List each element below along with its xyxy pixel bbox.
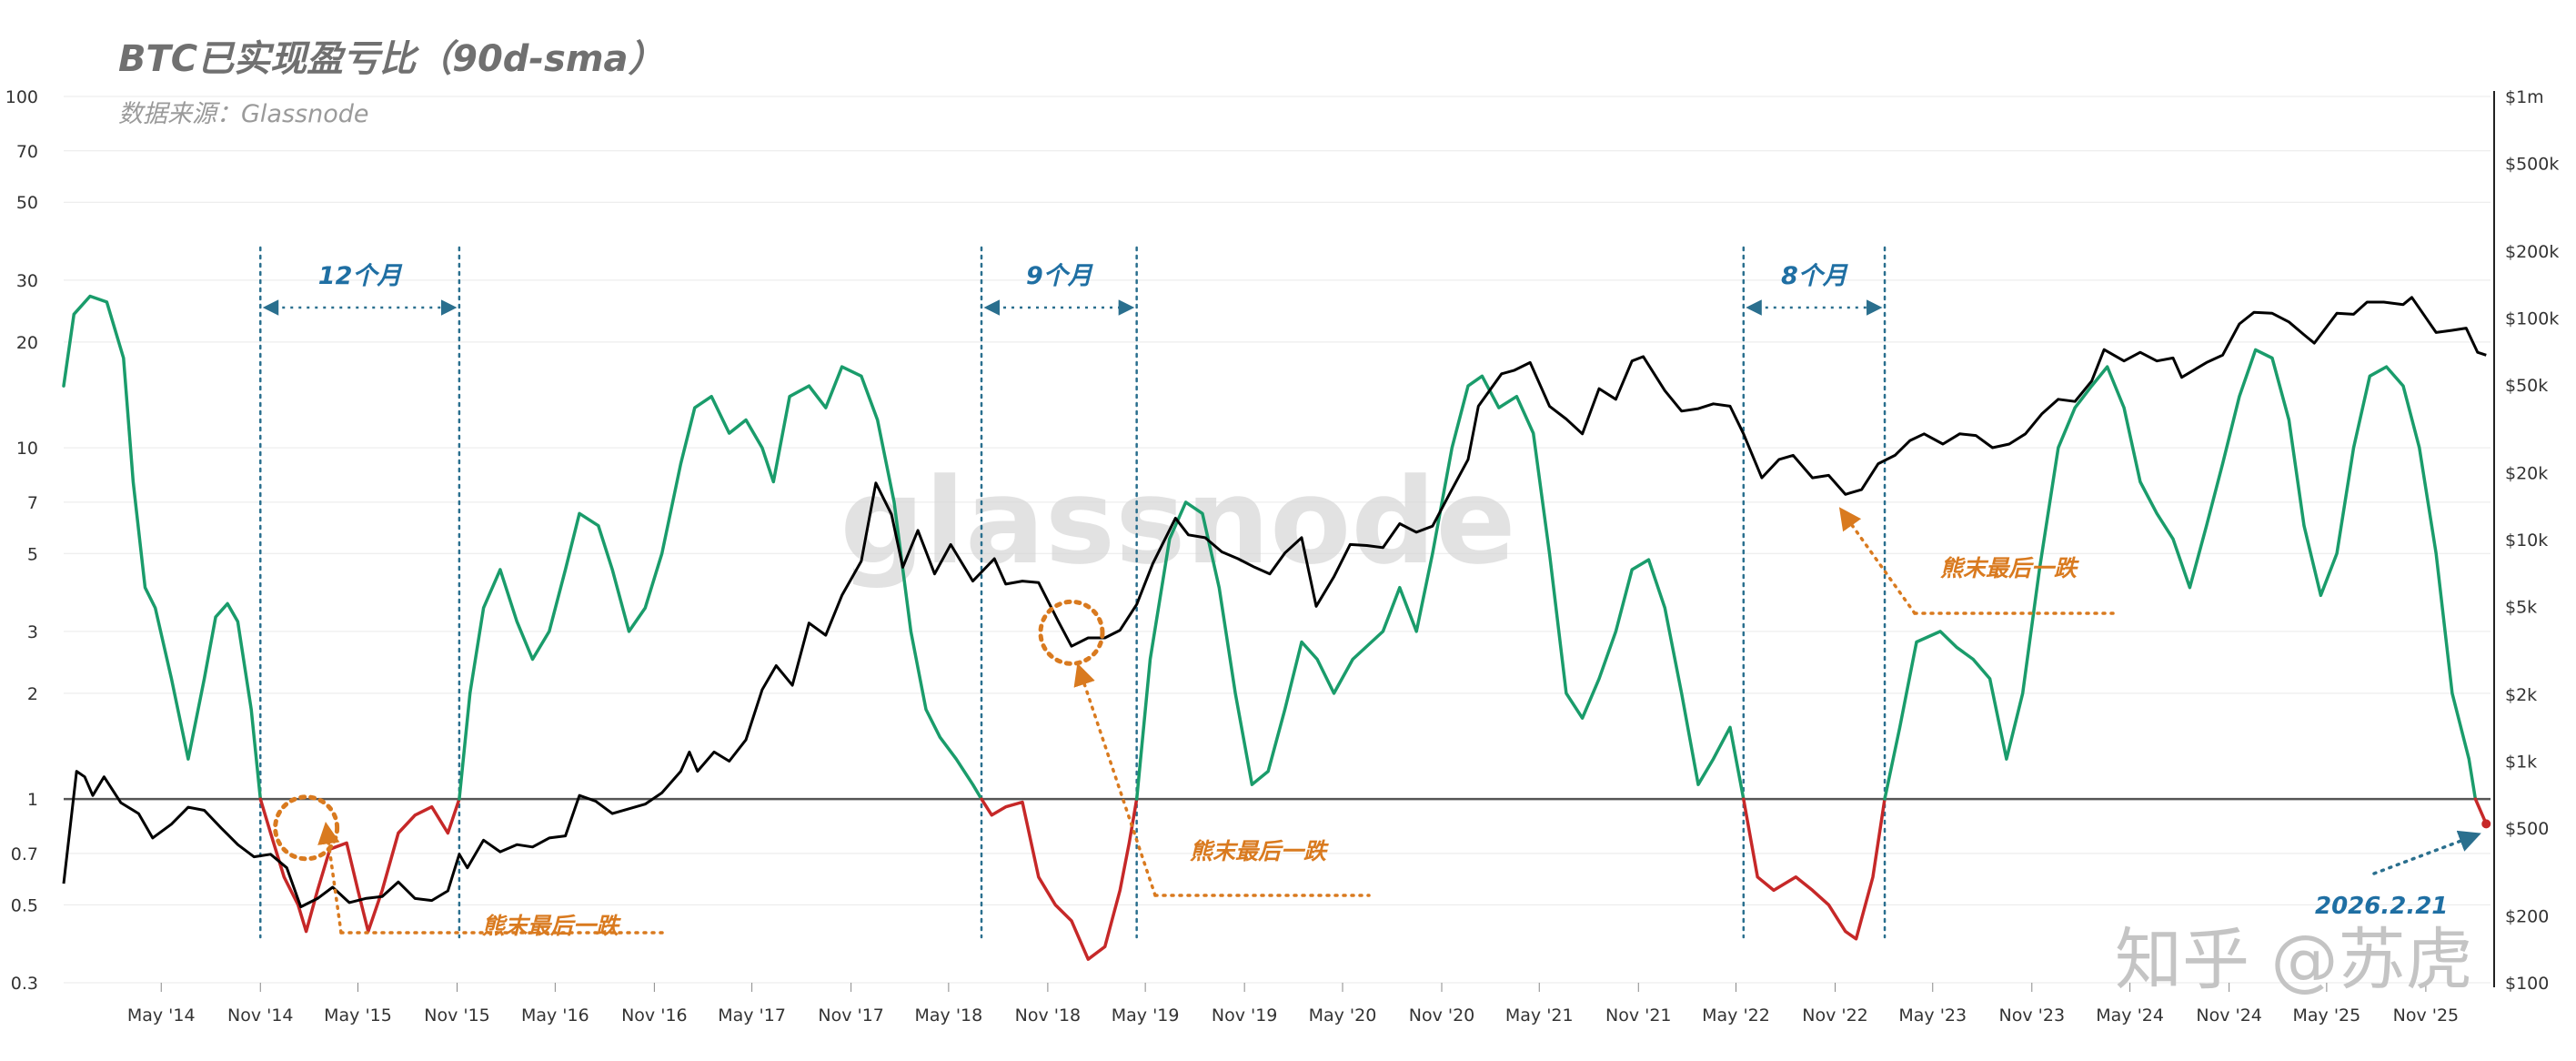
- left-tick-label: 50: [16, 193, 38, 213]
- x-tick-label: May '22: [1702, 1005, 1770, 1026]
- right-tick-label: $1k: [2505, 753, 2537, 773]
- bottom-circle: [1038, 599, 1105, 666]
- x-tick-label: Nov '25: [2393, 1005, 2460, 1026]
- x-tick-label: May '25: [2293, 1005, 2361, 1026]
- left-tick-label: 0.3: [11, 974, 38, 994]
- x-tick-label: May '24: [2096, 1005, 2164, 1026]
- period-markers: 12个月 9个月 8个月: [259, 246, 1887, 939]
- left-tick-label: 3: [27, 622, 38, 642]
- axes: 100 70 50 30 20 10 7 5 3 2 1 0.7 0.5 0.3 $1m $500k $200k…: [5, 87, 2560, 1026]
- ratio-line-above-1: [62, 294, 263, 801]
- note-label: 熊末最后一跌: [482, 913, 621, 939]
- ratio-line-below-1: [1742, 797, 1887, 941]
- x-tick-label: Nov '15: [424, 1005, 490, 1026]
- ratio-line-below-1: [980, 797, 1139, 961]
- note-arrow: [317, 821, 343, 935]
- right-tick-label: $500k: [2505, 154, 2559, 174]
- x-tick-label: May '20: [1309, 1005, 1377, 1026]
- left-tick-label: 70: [16, 142, 38, 162]
- x-tick-label: May '19: [1112, 1005, 1180, 1026]
- x-tick-label: Nov '14: [227, 1005, 294, 1026]
- left-tick-label: 1: [27, 790, 38, 810]
- price-series: [62, 296, 2487, 909]
- x-tick-label: May '17: [718, 1005, 786, 1026]
- note-label: 熊末最后一跌: [1940, 555, 2079, 581]
- right-tick-label: $20k: [2505, 464, 2548, 484]
- left-tick-label: 20: [16, 333, 38, 353]
- note-arrow: [1073, 662, 1157, 897]
- x-tick-label: Nov '19: [1212, 1005, 1278, 1026]
- left-tick-label: 100: [5, 87, 38, 107]
- right-tick-label: $10k: [2505, 530, 2548, 551]
- ratio-line-above-1: [1134, 374, 1746, 801]
- note-label: 熊末最后一跌: [1190, 838, 1329, 864]
- price-line: [62, 296, 2487, 909]
- right-tick-label: $100k: [2505, 309, 2559, 329]
- ratio-line-below-1: [258, 797, 461, 934]
- x-tick-label: Nov '20: [1409, 1005, 1475, 1026]
- right-tick-label: $200k: [2505, 242, 2559, 262]
- left-tick-label: 0.7: [11, 844, 38, 864]
- left-tick-label: 0.5: [11, 895, 38, 915]
- period-label: 8个月: [1781, 262, 1849, 290]
- x-tick-label: May '23: [1898, 1005, 1967, 1026]
- note-arrow: [1838, 507, 1917, 615]
- date-marker-label: 2026.2.21: [2315, 893, 2448, 920]
- latest-point: [2481, 819, 2491, 829]
- x-tick-label: Nov '22: [1802, 1005, 1868, 1026]
- left-tick-label: 7: [27, 493, 38, 513]
- date-marker-arrow: [2372, 830, 2481, 875]
- period-label: 12个月: [318, 262, 404, 290]
- right-tick-label: $1m: [2505, 87, 2544, 107]
- right-tick-label: $2k: [2505, 685, 2537, 705]
- right-tick-label: $50k: [2505, 376, 2548, 396]
- left-tick-label: 10: [16, 439, 38, 459]
- x-tick-label: Nov '21: [1605, 1005, 1672, 1026]
- right-tick-label: $500: [2505, 819, 2549, 839]
- x-tick-label: Nov '16: [621, 1005, 688, 1026]
- period-label: 9个月: [1026, 262, 1094, 290]
- right-tick-label: $5k: [2505, 597, 2537, 617]
- chart-title: BTC已实现盈亏比（90d-sma）: [118, 38, 665, 80]
- left-tick-label: 30: [16, 271, 38, 291]
- ratio-line-above-1: [1883, 348, 2478, 801]
- left-tick-label: 2: [27, 684, 38, 704]
- x-tick-label: May '15: [324, 1005, 392, 1026]
- x-tick-label: May '16: [521, 1005, 589, 1026]
- right-tick-label: $100: [2505, 974, 2549, 994]
- credit-watermark: 知乎 @苏虎: [2115, 921, 2473, 999]
- x-tick-label: Nov '18: [1015, 1005, 1082, 1026]
- x-tick-label: May '18: [915, 1005, 983, 1026]
- x-tick-label: May '14: [127, 1005, 196, 1026]
- x-tick-label: Nov '24: [2196, 1005, 2262, 1026]
- x-tick-label: Nov '17: [818, 1005, 884, 1026]
- right-tick-label: $200: [2505, 907, 2549, 927]
- x-tick-label: May '21: [1505, 1005, 1574, 1026]
- x-tick-label: Nov '23: [1999, 1005, 2066, 1026]
- chart-subtitle: 数据来源：Glassnode: [118, 100, 368, 128]
- left-tick-label: 5: [27, 544, 38, 564]
